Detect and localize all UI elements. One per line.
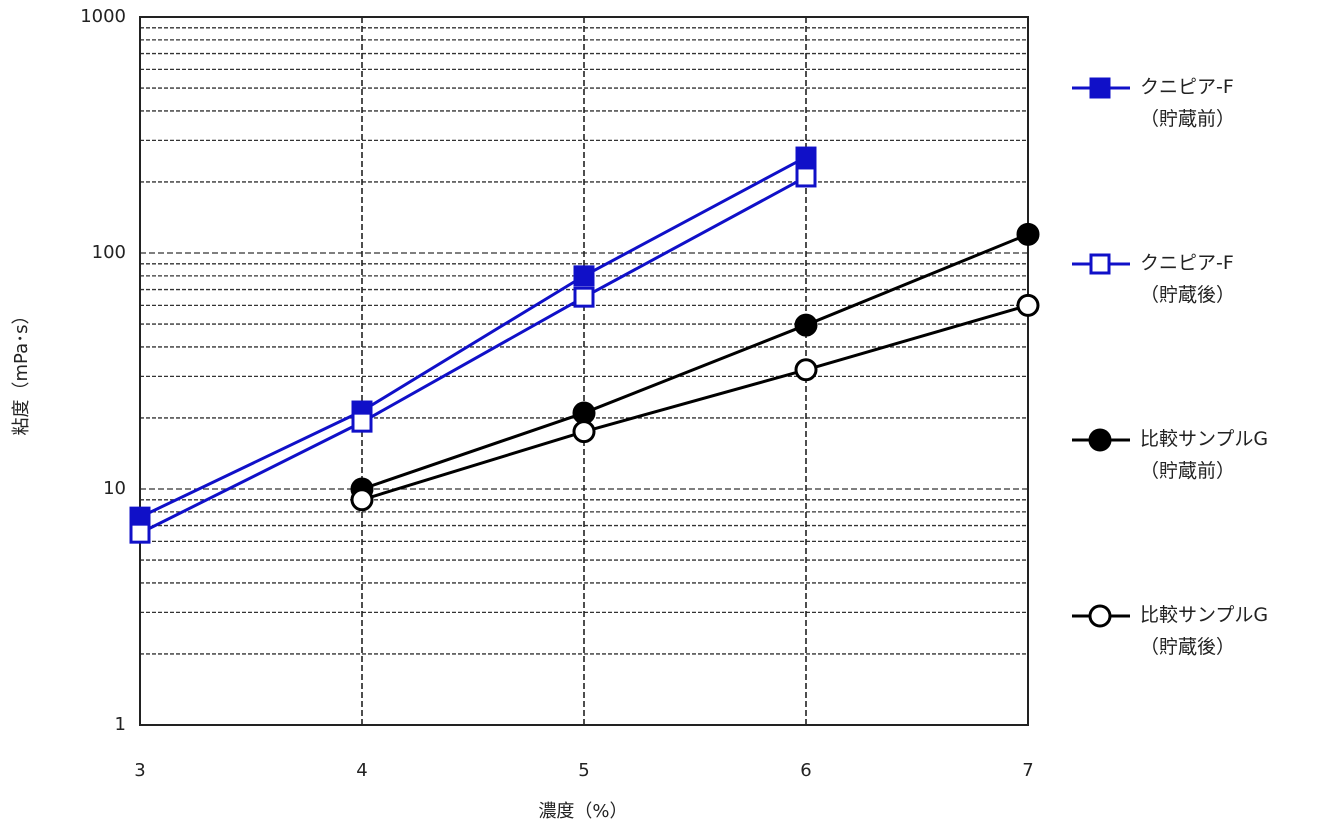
series-line — [361, 232, 1029, 491]
series-line — [139, 175, 807, 535]
marker — [350, 488, 374, 512]
marker — [795, 166, 817, 188]
marker — [351, 411, 373, 433]
x-axis-label: 濃度（%） — [538, 801, 627, 822]
y-tick-label: 1000 — [80, 6, 126, 27]
marker — [129, 522, 151, 544]
legend-entry: クニピア-F （貯蔵前） — [1140, 76, 1236, 130]
plot-frame — [139, 16, 1029, 726]
legend-entry: クニピア-F （貯蔵後） — [1140, 252, 1236, 306]
marker — [573, 265, 595, 287]
marker — [1089, 77, 1111, 99]
legend-entry: 比較サンプルG （貯蔵前） — [1140, 428, 1269, 482]
marker — [573, 286, 595, 308]
y-tick-label: 10 — [103, 478, 126, 499]
x-tick-label: 4 — [356, 760, 367, 781]
marker — [794, 358, 818, 382]
series-line — [139, 155, 807, 519]
y-tick-label: 100 — [92, 242, 126, 263]
y-tick-label: 1 — [115, 714, 126, 735]
marker — [572, 420, 596, 444]
legend-entry: 比較サンプルG （貯蔵後） — [1140, 604, 1269, 658]
marker — [1089, 253, 1111, 275]
marker — [572, 401, 596, 425]
x-tick-label: 5 — [578, 760, 589, 781]
x-tick-label: 7 — [1022, 760, 1033, 781]
marker — [795, 146, 817, 168]
marker — [1016, 293, 1040, 317]
marker — [1088, 604, 1112, 628]
x-tick-label: 3 — [134, 760, 145, 781]
x-tick-label: 6 — [800, 760, 811, 781]
series-line — [361, 303, 1029, 502]
y-axis-label: 粘度（mPa･s） — [11, 307, 32, 436]
marker — [794, 313, 818, 337]
marker — [1088, 428, 1112, 452]
marker — [1016, 222, 1040, 246]
